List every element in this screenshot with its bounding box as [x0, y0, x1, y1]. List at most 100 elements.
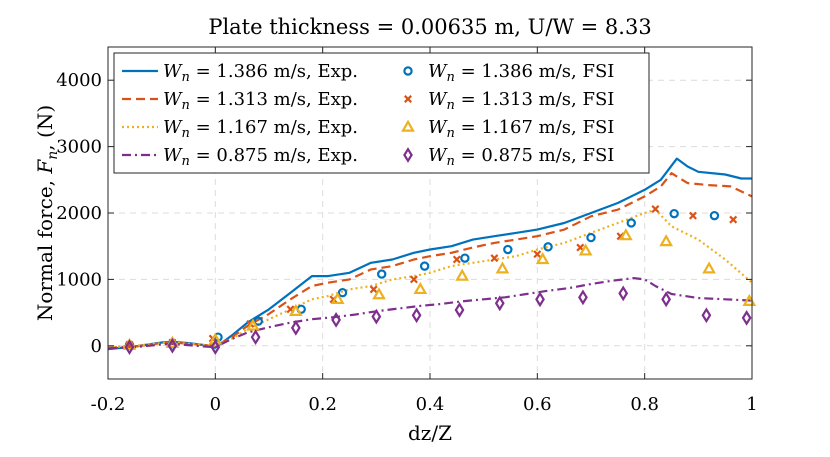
data-point: [409, 275, 418, 284]
legend-value: = 1.386 m/s, FSI: [455, 61, 615, 82]
y-tick-label: 4000: [56, 70, 102, 91]
data-point: [290, 319, 301, 336]
data-point: [709, 210, 720, 221]
y-tick-label: 1000: [56, 269, 102, 290]
legend-entry: Wn = 0.875 m/s, FSI: [403, 145, 614, 169]
data-point: [495, 261, 510, 274]
data-point: [250, 329, 261, 346]
legend-label: Wn = 0.875 m/s, Exp.: [163, 145, 358, 169]
data-point: [661, 291, 672, 308]
legend-label: Wn = 1.386 m/s, FSI: [428, 61, 614, 85]
legend-label: Wn = 1.313 m/s, FSI: [428, 89, 614, 113]
y-axis-label-symbol: F: [33, 159, 57, 175]
legend-marker-swatch: [404, 95, 412, 103]
x-tick-label: -0.2: [91, 394, 126, 415]
data-point: [651, 205, 660, 213]
data-point: [688, 211, 697, 220]
data-point: [246, 318, 260, 331]
y-tick-label: 0: [91, 336, 102, 357]
legend-value: = 1.313 m/s, Exp.: [190, 89, 358, 110]
data-point: [578, 243, 593, 256]
legend-subscript: n: [447, 126, 455, 141]
y-tick-label: 2000: [56, 203, 102, 224]
data-point: [535, 252, 550, 265]
y-axis-label: Normal force, Fn, (N): [33, 105, 61, 321]
legend-entry: Wn = 1.386 m/s, FSI: [403, 61, 614, 85]
data-point: [377, 269, 387, 279]
legend-symbol: W: [163, 89, 183, 110]
legend-subscript: n: [182, 154, 190, 169]
data-point: [543, 242, 553, 252]
legend-subscript: n: [182, 70, 190, 85]
series-line: [107, 208, 753, 349]
legend-marker-swatch: [403, 147, 413, 163]
x-tick-label: 1: [746, 394, 757, 415]
data-point: [494, 295, 505, 312]
series-layer: [107, 157, 757, 356]
legend-label: Wn = 1.167 m/s, FSI: [428, 117, 614, 141]
y-axis-label-subscript: n: [45, 151, 61, 160]
series-8: [124, 285, 752, 356]
legend-value: = 1.167 m/s, Exp.: [190, 117, 358, 138]
legend-entry: Wn = 1.167 m/s, Exp.: [122, 117, 358, 141]
legend-symbol: W: [163, 61, 183, 82]
legend-label: Wn = 1.313 m/s, Exp.: [163, 89, 358, 113]
legend-subscript: n: [447, 154, 455, 169]
legend-symbol: W: [163, 145, 183, 166]
data-point: [618, 228, 633, 241]
data-point: [626, 218, 636, 228]
legend-symbol: W: [428, 145, 448, 166]
data-point: [455, 268, 470, 281]
data-point: [372, 287, 386, 300]
data-point: [411, 307, 422, 324]
series-3: [107, 208, 753, 349]
data-point: [454, 302, 465, 318]
x-tick-label: 0.2: [308, 394, 337, 415]
ticks: -0.2 0 0.2 0.4 0.6 0.8 1 0 1000 2000 3000 4000: [56, 47, 758, 415]
legend-box: [113, 52, 650, 174]
legend-value: = 1.313 m/s, FSI: [455, 89, 615, 110]
data-point: [208, 332, 223, 345]
data-point: [419, 261, 430, 271]
data-point: [669, 208, 679, 219]
legend-label: Wn = 0.875 m/s, FSI: [428, 145, 614, 169]
x-tick-label: 0.6: [523, 394, 552, 415]
legend-entry: Wn = 1.167 m/s, FSI: [401, 117, 614, 141]
data-point: [330, 291, 345, 305]
data-point: [369, 285, 378, 294]
legend-symbol: W: [163, 117, 183, 138]
legend-subscript: n: [182, 126, 190, 141]
legend-entry: Wn = 1.386 m/s, Exp.: [122, 61, 358, 85]
y-axis-label-prefix: Normal force,: [33, 174, 57, 322]
series-4: [107, 277, 753, 350]
legend-entry: Wn = 1.313 m/s, FSI: [404, 89, 614, 113]
y-axis-label-suffix: , (N): [33, 105, 57, 151]
data-point: [413, 281, 428, 295]
data-point: [167, 337, 178, 354]
legend-value: = 0.875 m/s, Exp.: [190, 145, 358, 166]
data-point: [124, 339, 135, 356]
data-point: [578, 289, 588, 306]
chart-title: Plate thickness = 0.00635 m, U/W = 8.33: [208, 15, 651, 39]
data-point: [659, 234, 674, 247]
legend-marker-swatch: [403, 66, 413, 76]
data-point: [337, 287, 348, 298]
data-point: [618, 285, 629, 302]
legend-label: Wn = 1.386 m/s, Exp.: [163, 61, 358, 85]
legend-entry: Wn = 0.875 m/s, Exp.: [122, 145, 358, 169]
x-tick-label: 0: [210, 394, 221, 415]
legend-marker-swatch: [401, 119, 415, 132]
data-point: [371, 308, 382, 325]
svg-text:Normal force, Fn, (N): Normal force, Fn, (N): [33, 105, 61, 321]
legend-value: = 1.386 m/s, Exp.: [190, 61, 358, 82]
data-point: [741, 310, 752, 326]
legend-symbol: W: [428, 61, 448, 82]
legend-value: = 1.167 m/s, FSI: [455, 117, 615, 138]
series-line: [107, 277, 753, 350]
legend-value: = 0.875 m/s, FSI: [455, 145, 615, 166]
x-tick-label: 0.8: [630, 394, 659, 415]
data-point: [533, 250, 542, 259]
data-point: [729, 215, 738, 224]
data-point: [701, 307, 712, 324]
